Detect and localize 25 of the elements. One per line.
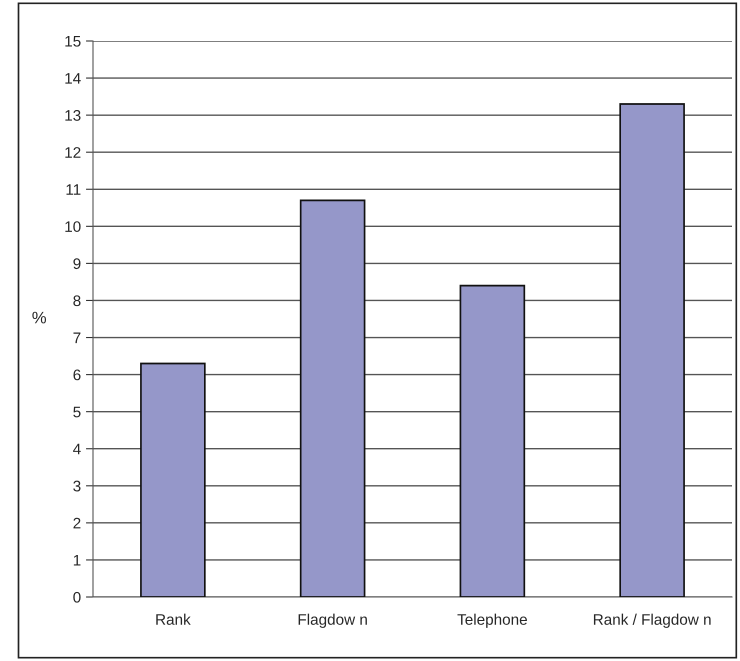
- y-tick-label: 7: [73, 332, 80, 344]
- y-tick-label: 10: [65, 221, 81, 232]
- y-tick-label: 9: [73, 258, 80, 270]
- bar: [300, 200, 366, 597]
- y-tick-label: 15: [65, 36, 81, 47]
- y-tick-label: 2: [73, 518, 80, 528]
- bar: [460, 284, 526, 597]
- y-tick-label: 13: [65, 110, 81, 121]
- y-tick-label: 6: [73, 369, 81, 380]
- y-tick-label: 12: [65, 147, 80, 158]
- y-tick-label: 0: [73, 592, 81, 603]
- y-tick-label: 1: [74, 554, 80, 566]
- x-tick-label: Telephone: [457, 614, 527, 628]
- y-tick-label: 5: [73, 406, 81, 418]
- y-tick-label: 11: [66, 184, 80, 195]
- y-tick-label: 3: [73, 480, 81, 492]
- bar: [619, 103, 685, 597]
- y-tick-label: 4: [73, 444, 81, 454]
- y-tick-label: 8: [73, 295, 81, 306]
- x-tick-label: Rank: [156, 614, 191, 625]
- x-tick-label: Flagdow n: [298, 614, 367, 628]
- bar: [140, 362, 206, 597]
- x-tick-label: Rank / Flagdow n: [594, 614, 711, 628]
- y-axis-title: %: [32, 312, 46, 324]
- y-tick-label: 14: [65, 73, 81, 84]
